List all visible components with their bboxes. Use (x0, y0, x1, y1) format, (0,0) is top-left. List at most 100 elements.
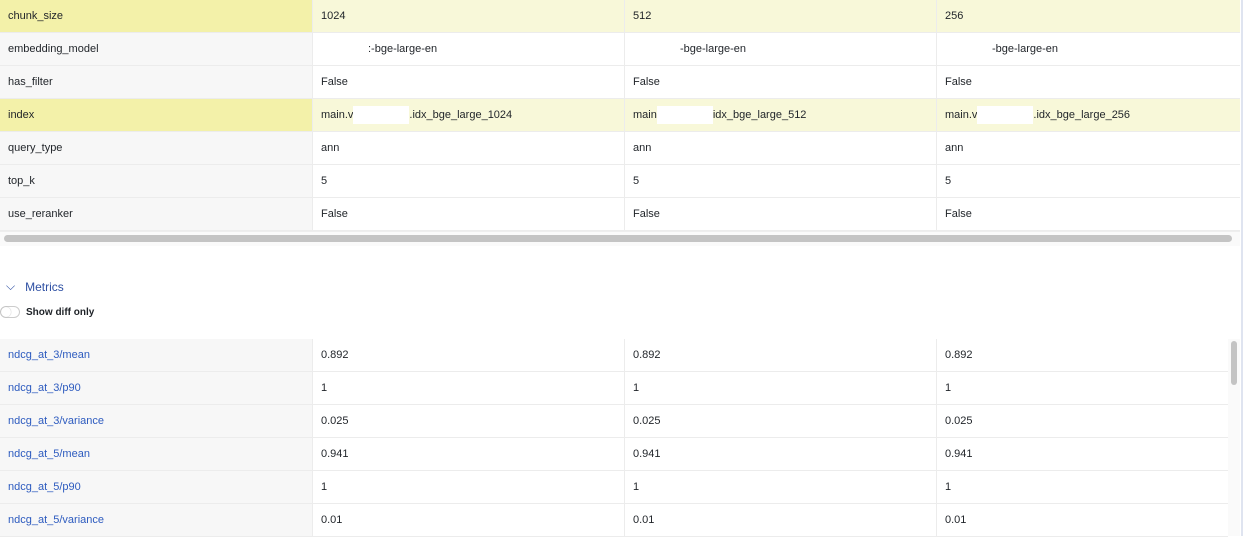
value-text: .idx_bge_large_1024 (409, 109, 513, 121)
metric-value: 0.025 (936, 405, 1228, 437)
metric-label[interactable]: ndcg_at_5/variance (0, 504, 312, 536)
param-label: embedding_model (0, 33, 312, 65)
metric-row: ndcg_at_5/variance 0.01 0.01 0.01 (0, 504, 1228, 537)
param-label: query_type (0, 132, 312, 164)
metric-row: ndcg_at_3/mean 0.892 0.892 0.892 (0, 339, 1228, 372)
metric-value: 0.892 (624, 339, 936, 371)
param-row: chunk_size 1024 512 256 (0, 0, 1240, 33)
metric-row: ndcg_at_5/mean 0.941 0.941 0.941 (0, 438, 1228, 471)
param-value: ann (624, 132, 936, 164)
metric-value: 1 (312, 372, 624, 404)
param-value: 1024 (312, 0, 624, 32)
vertical-scrollbar[interactable] (1228, 339, 1240, 536)
param-value: False (312, 66, 624, 98)
index-prefix: main.v (321, 109, 354, 121)
index-prefix: main (633, 109, 657, 121)
param-label: top_k (0, 165, 312, 197)
param-value: False (624, 198, 936, 230)
metric-value: 1 (312, 471, 624, 503)
metrics-section-header[interactable]: ⌵ Metrics (6, 279, 64, 294)
value-text: -bge-large-en (992, 43, 1059, 55)
value-text: 1024 (321, 10, 346, 22)
right-border (1241, 0, 1243, 536)
value-text: 512 (633, 10, 652, 22)
horizontal-scrollbar[interactable] (0, 231, 1240, 246)
value-text: False (321, 76, 348, 88)
param-value: False (312, 198, 624, 230)
param-value: -bge-large-en (936, 33, 1240, 65)
metric-label[interactable]: ndcg_at_3/variance (0, 405, 312, 437)
param-value: 5 (936, 165, 1240, 197)
toggle-switch[interactable] (0, 306, 20, 318)
param-row: index main.v .idx_bge_large_1024 main idx_bg… (0, 99, 1240, 132)
value-text: False (633, 208, 660, 220)
metric-value: 0.01 (624, 504, 936, 536)
param-value: 5 (624, 165, 936, 197)
value-text: 5 (945, 175, 952, 187)
param-label: index (0, 99, 312, 131)
value-text: -bge-large-en (680, 43, 747, 55)
param-label: chunk_size (0, 0, 312, 32)
metric-row: ndcg_at_3/variance 0.025 0.025 0.025 (0, 405, 1228, 438)
param-value: main idx_bge_large_512 (624, 99, 936, 131)
param-value: False (936, 198, 1240, 230)
param-value: :-bge-large-en (312, 33, 624, 65)
toggle-label: Show diff only (26, 306, 95, 318)
redacted-block (353, 106, 410, 124)
metric-value: 0.941 (312, 438, 624, 470)
value-text: 256 (945, 10, 964, 22)
metric-value: 0.941 (936, 438, 1228, 470)
metric-label[interactable]: ndcg_at_5/mean (0, 438, 312, 470)
metric-value: 0.01 (312, 504, 624, 536)
param-value: 512 (624, 0, 936, 32)
params-table: chunk_size 1024 512 256 embedding_model :-bge… (0, 0, 1240, 231)
value-text: False (945, 208, 972, 220)
metric-label[interactable]: ndcg_at_5/p90 (0, 471, 312, 503)
metrics-title: Metrics (25, 279, 64, 294)
metric-label[interactable]: ndcg_at_3/p90 (0, 372, 312, 404)
value-text: ann (321, 142, 340, 154)
metric-value: 1 (624, 471, 936, 503)
index-prefix: main.v (945, 109, 978, 121)
metric-label[interactable]: ndcg_at_3/mean (0, 339, 312, 371)
metric-value: 0.941 (624, 438, 936, 470)
param-label: use_reranker (0, 198, 312, 230)
value-text: False (633, 76, 660, 88)
param-row: has_filter False False False (0, 66, 1240, 99)
metric-row: ndcg_at_3/p90 1 1 1 (0, 372, 1228, 405)
param-value: ann (312, 132, 624, 164)
value-text: :-bge-large-en (368, 43, 438, 55)
metric-value: 1 (936, 372, 1228, 404)
metric-value: 1 (936, 471, 1228, 503)
metric-value: 0.025 (624, 405, 936, 437)
param-row: embedding_model :-bge-large-en -bge-large-… (0, 33, 1240, 66)
value-text: False (321, 208, 348, 220)
horizontal-scrollbar-thumb[interactable] (4, 235, 1232, 242)
param-row: query_type ann ann ann (0, 132, 1240, 165)
param-row: top_k 5 5 5 (0, 165, 1240, 198)
metric-value: 0.892 (312, 339, 624, 371)
value-text: .idx_bge_large_256 (1033, 109, 1131, 121)
value-text: False (945, 76, 972, 88)
show-diff-toggle[interactable]: Show diff only (0, 306, 94, 318)
metric-value: 0.892 (936, 339, 1228, 371)
value-text: idx_bge_large_512 (712, 109, 807, 121)
chevron-down-icon: ⌵ (6, 279, 16, 293)
value-text: ann (945, 142, 964, 154)
metrics-table: ndcg_at_3/mean 0.892 0.892 0.892 ndcg_at_3/p… (0, 339, 1228, 537)
param-row: use_reranker False False False (0, 198, 1240, 231)
param-value: -bge-large-en (624, 33, 936, 65)
metric-value: 0.01 (936, 504, 1228, 536)
redacted-block (977, 106, 1034, 124)
param-value: ann (936, 132, 1240, 164)
param-value: main.v .idx_bge_large_1024 (312, 99, 624, 131)
metric-row: ndcg_at_5/p90 1 1 1 (0, 471, 1228, 504)
param-value: 5 (312, 165, 624, 197)
param-value: False (936, 66, 1240, 98)
param-value: False (624, 66, 936, 98)
metric-value: 1 (624, 372, 936, 404)
vertical-scrollbar-thumb[interactable] (1231, 341, 1237, 385)
value-text: 5 (321, 175, 328, 187)
metric-value: 0.025 (312, 405, 624, 437)
redacted-block (656, 106, 713, 124)
